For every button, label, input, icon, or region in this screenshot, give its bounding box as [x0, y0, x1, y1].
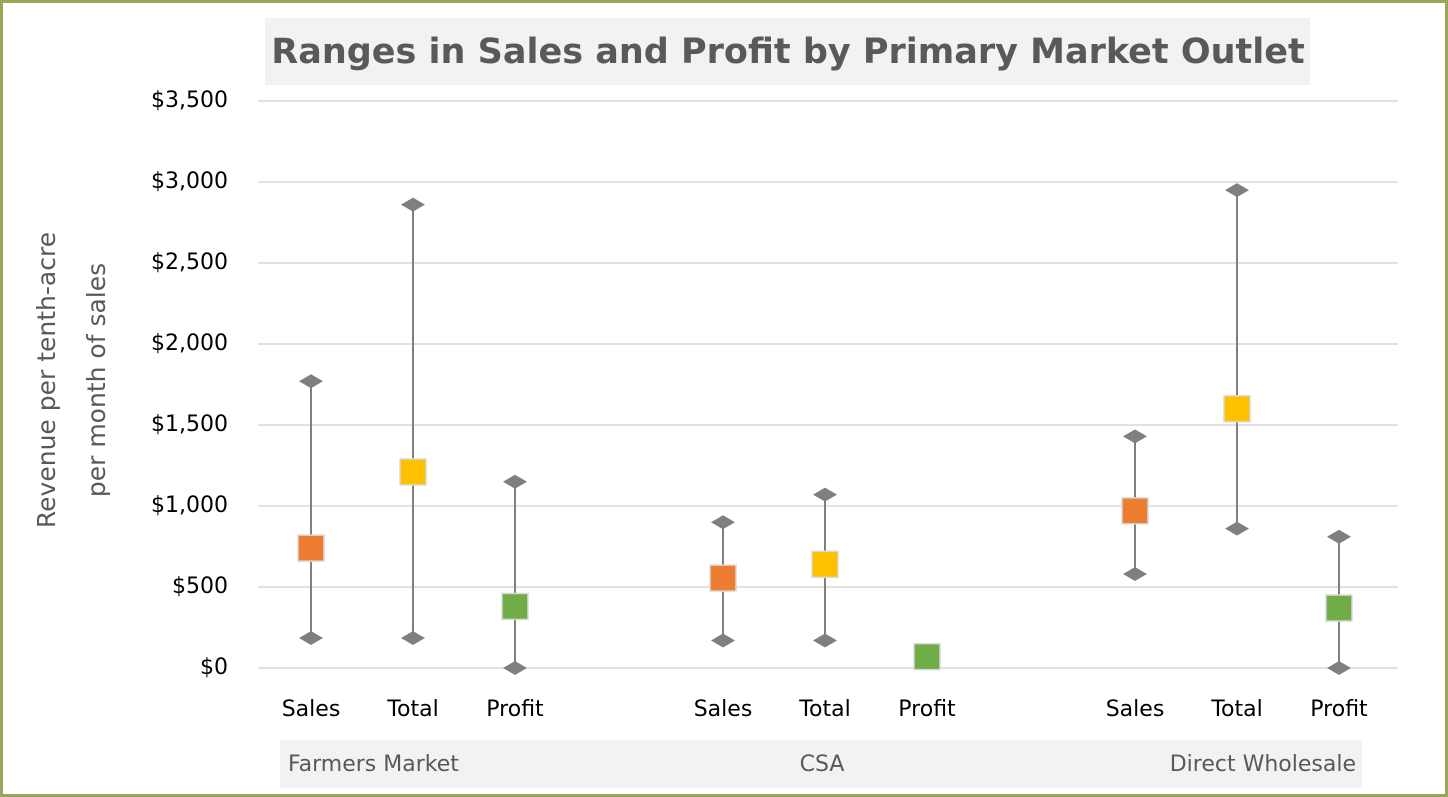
value-marker — [811, 550, 839, 579]
chart-title: Ranges in Sales and Profit by Primary Ma… — [271, 32, 1304, 72]
y-tick-label: $500 — [172, 574, 228, 599]
x-tick-label: Profit — [486, 697, 544, 722]
x-tick-label: Profit — [898, 697, 956, 722]
group-label: CSA — [800, 752, 845, 777]
group-band — [280, 740, 1362, 788]
value-marker — [1223, 395, 1251, 423]
low-marker — [711, 633, 735, 648]
low-marker — [1327, 661, 1351, 675]
y-tick-label: $3,500 — [151, 88, 228, 113]
y-tick-label: $0 — [200, 655, 228, 680]
group-label: Direct Wholesale — [1170, 752, 1356, 777]
low-marker — [401, 631, 425, 646]
y-tick-label: $2,000 — [151, 331, 228, 356]
x-tick-label: Sales — [694, 697, 753, 722]
high-marker — [1225, 183, 1249, 198]
y-axis-title-line: Revenue per tenth-acre — [32, 232, 61, 528]
value-marker — [297, 534, 325, 562]
x-tick-label: Total — [798, 697, 850, 722]
low-marker — [1123, 567, 1147, 582]
high-marker — [299, 374, 323, 389]
value-marker — [501, 592, 529, 621]
value-marker — [1121, 497, 1149, 525]
x-tick-label: Sales — [282, 697, 341, 722]
high-marker — [711, 515, 735, 530]
x-tick-label: Total — [1210, 697, 1262, 722]
y-axis-title: Revenue per tenth-acre per month of sale… — [32, 232, 111, 528]
y-axis-title-line: per month of sales — [82, 263, 111, 497]
value-marker — [399, 458, 427, 486]
high-marker — [503, 474, 527, 489]
high-marker — [401, 197, 425, 212]
low-marker — [1225, 521, 1249, 536]
value-marker — [709, 564, 737, 592]
x-tick-label: Total — [386, 697, 438, 722]
low-marker — [503, 661, 527, 675]
high-marker — [1123, 429, 1147, 444]
value-marker — [1325, 594, 1353, 622]
y-tick-label: $1,000 — [151, 493, 228, 518]
y-tick-label: $2,500 — [151, 250, 228, 275]
title-box — [265, 18, 1310, 85]
x-tick-label: Profit — [1310, 697, 1368, 722]
group-label: Farmers Market — [288, 752, 459, 777]
low-marker — [299, 631, 323, 646]
high-marker — [1327, 529, 1351, 544]
y-tick-label: $1,500 — [151, 412, 228, 437]
low-marker — [813, 633, 837, 648]
x-tick-label: Sales — [1106, 697, 1165, 722]
y-tick-label: $3,000 — [151, 169, 228, 194]
high-marker — [813, 487, 837, 502]
value-marker — [913, 642, 941, 671]
